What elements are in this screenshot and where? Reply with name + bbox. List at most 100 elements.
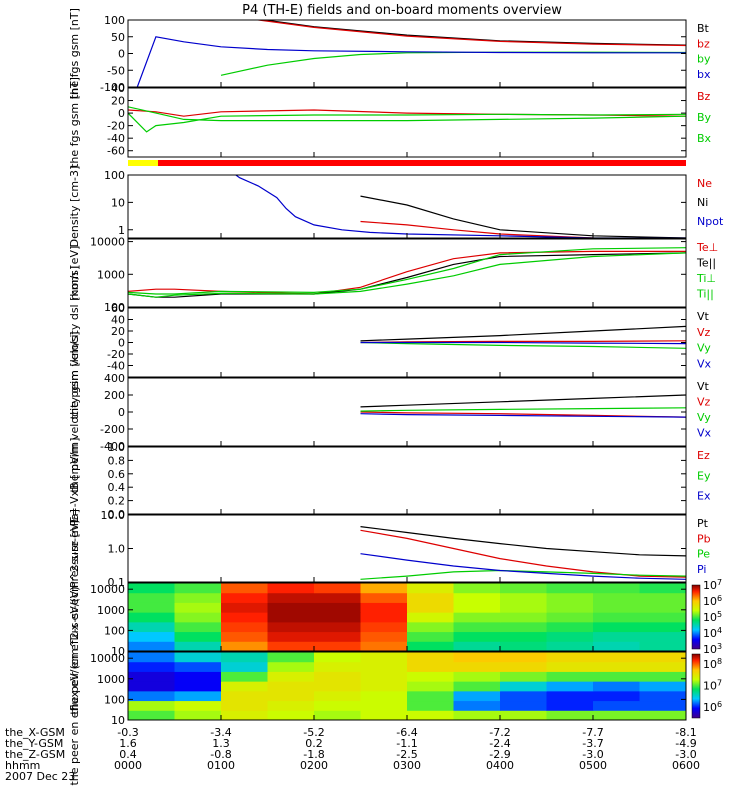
heatmap-cell	[453, 690, 501, 702]
colorbar-9: 108 107 106	[691, 653, 722, 719]
heatmap-cell	[407, 681, 454, 692]
heatmap-cell	[593, 681, 640, 692]
heatmap-cell	[174, 612, 222, 623]
heatmap-cell	[221, 602, 268, 613]
y-tick-label: 10	[111, 645, 125, 658]
y-tick-label: 0.8	[108, 454, 126, 467]
heatmap-cell	[407, 700, 454, 711]
bottom-row-label: the_Z-GSM	[5, 748, 65, 761]
y-tick-label: 1000	[97, 673, 125, 686]
heatmap-cell	[360, 681, 408, 692]
heatmap-cell	[267, 641, 315, 651]
bottom-row-value: -0.8	[210, 748, 231, 761]
y-tick-label: 0	[118, 406, 125, 419]
heatmap-cell	[407, 592, 454, 603]
heatmap-cell	[360, 612, 408, 623]
heatmap-cell	[174, 583, 222, 594]
heatmap-cell	[407, 602, 454, 613]
heatmap-cell	[546, 592, 594, 603]
heatmap-cell	[593, 700, 640, 711]
bottom-row-value: 0100	[207, 759, 235, 772]
heatmap-cell	[174, 641, 222, 651]
y-tick-label: -40	[107, 360, 125, 373]
legend-entry: Bt	[697, 22, 710, 35]
heatmap-cell	[174, 661, 222, 672]
heatmap-cell	[546, 621, 594, 633]
heatmap-cell	[174, 690, 222, 702]
legend-entry: Vz	[697, 326, 711, 339]
legend-entry: Ex	[697, 490, 711, 503]
heatmap-cell	[174, 652, 222, 663]
heatmap-cell	[593, 631, 640, 642]
heatmap-cell	[314, 612, 361, 623]
heatmap-cell	[639, 631, 686, 642]
heatmap-cell	[639, 681, 686, 692]
heatmap-cell	[639, 641, 686, 651]
y-tick-label: 40	[111, 314, 125, 327]
heatmap-cell	[360, 592, 408, 603]
heatmap-cell	[453, 631, 501, 642]
heatmap-cell	[267, 621, 315, 633]
heatmap-cell	[267, 700, 315, 711]
panel-frame	[127, 514, 687, 583]
heatmap-cell	[453, 652, 501, 663]
heatmap-cell	[221, 690, 268, 702]
heatmap-cell	[360, 652, 408, 663]
heatmap-cell	[407, 621, 454, 633]
series-line-Bx	[128, 106, 686, 122]
y-tick-label: 0	[118, 107, 125, 120]
status-bar	[128, 160, 686, 166]
heatmap-cell	[314, 710, 361, 720]
series-line-Pi	[360, 553, 686, 580]
panel-7: 10.0 1.0 0.1 Pressure [nPa] Pt Pb Pe Pi	[68, 509, 711, 589]
series-line-Pt	[360, 526, 686, 557]
y-axis-label: the peim velocity dsl [km/s]	[68, 266, 81, 419]
heatmap-cell	[221, 592, 268, 603]
colorbar-tick-label: 105	[703, 610, 722, 624]
legend-entry: Ez	[697, 449, 710, 462]
panel-3: 10000 1000 100 mom [eV] Te⊥ Te|| Ti⊥ Ti||	[68, 236, 718, 314]
heatmap-cell	[546, 710, 594, 720]
bottom-row-value: -7.7	[582, 726, 603, 739]
figure-title: P4 (TH-E) fields and on-board moments ov…	[242, 3, 562, 18]
heatmap-cell	[593, 583, 640, 594]
heatmap-cell	[360, 671, 408, 682]
y-tick-label: 100	[104, 14, 125, 27]
heatmap-cell	[128, 621, 175, 633]
plot-area-0	[136, 20, 686, 87]
legend-entry: Bx	[697, 132, 712, 145]
bottom-row-label: the_Y-GSM	[5, 737, 63, 750]
bottom-axis: the_X-GSM -0.3 -3.4 -5.2 -6.4 -7.2 -7.7 -8.1 the…	[5, 726, 700, 783]
status-bar-red	[158, 160, 686, 166]
series-line-bx	[136, 36, 686, 87]
series-line-Bt	[137, 20, 686, 46]
heatmap-cell	[128, 681, 175, 692]
bottom-row-value: -1.1	[396, 737, 417, 750]
y-tick-label: 10000	[90, 583, 125, 596]
y-tick-label: 100	[104, 693, 125, 706]
y-tick-label: 10	[111, 714, 125, 727]
heatmap-cell	[174, 700, 222, 711]
heatmap-cell	[128, 671, 175, 682]
legend-entry: Ey	[697, 469, 711, 482]
plot-area-3	[128, 247, 686, 298]
y-tick-label: -400	[100, 440, 125, 453]
y-tick-label: 0	[118, 48, 125, 61]
heatmap-cell	[221, 681, 268, 692]
plot-area-7	[360, 526, 686, 580]
panel-6: 1.00.80.60.40.20.0 E=-VxB [mV/m] Ez Ey Ex	[68, 438, 711, 524]
bottom-row-value: 0300	[393, 759, 421, 772]
heatmap-cell	[500, 671, 547, 682]
heatmap-cell	[546, 641, 594, 651]
heatmap-cell	[593, 690, 640, 702]
heatmap-cell	[546, 661, 594, 672]
legend-entry: Npot	[697, 215, 724, 228]
series-line-Vx	[360, 413, 686, 418]
status-bar-yellow	[128, 160, 158, 166]
heatmap-cell	[639, 661, 686, 672]
heatmap-cell	[221, 710, 268, 720]
legend-entry: bx	[697, 68, 711, 81]
